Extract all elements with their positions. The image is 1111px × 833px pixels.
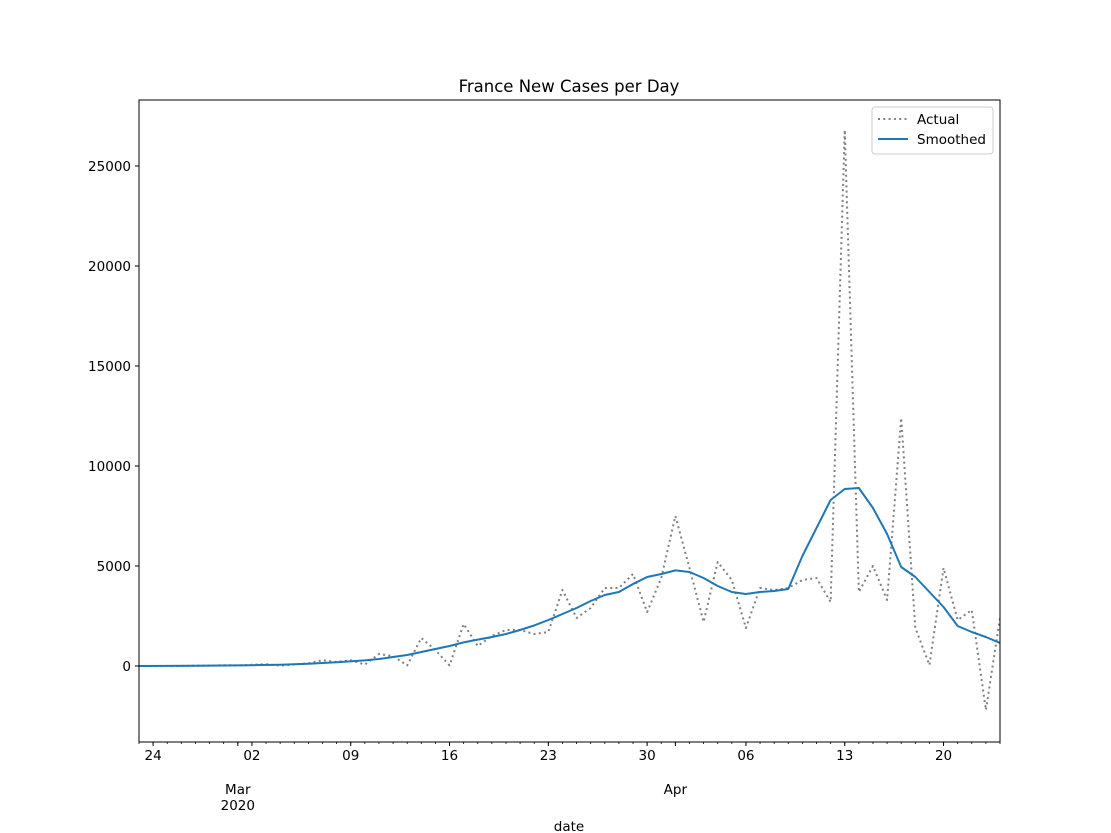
x-month-label: Apr: [664, 782, 688, 798]
legend-label-actual: Actual: [917, 112, 959, 128]
x-axis-label: date: [554, 819, 584, 833]
legend-box: [871, 106, 994, 155]
x-tick-label: 16: [441, 748, 458, 764]
y-tick-label: 0: [122, 659, 131, 675]
y-axis: 0 5000 10000 15000 20000 25000: [88, 159, 139, 675]
axes-frame: [138, 99, 1001, 743]
plot-area: [139, 129, 1000, 711]
legend-label-smoothed: Smoothed: [917, 132, 986, 148]
x-tick-label: 24: [145, 748, 162, 764]
x-tick-label: 13: [836, 748, 853, 764]
x-year-label: 2020: [221, 798, 255, 814]
y-tick-label: 25000: [88, 159, 131, 175]
x-tick-label: 09: [342, 748, 359, 764]
x-tick-label: 23: [540, 748, 557, 764]
series-line-smoothed: [139, 487, 1000, 667]
chart-title: France New Cases per Day: [459, 77, 680, 96]
x-tick-label: 02: [243, 748, 260, 764]
series-line-actual: [139, 129, 1000, 711]
x-tick-label: 20: [935, 748, 952, 764]
y-tick-label: 5000: [97, 559, 131, 575]
y-tick-label: 10000: [88, 459, 131, 475]
x-tick-label: 06: [737, 748, 754, 764]
x-month-label: Mar: [225, 782, 251, 798]
y-tick-label: 15000: [88, 359, 131, 375]
legend: Actual Smoothed: [871, 106, 994, 155]
y-tick-label: 20000: [88, 259, 131, 275]
x-tick-label: 30: [639, 748, 656, 764]
